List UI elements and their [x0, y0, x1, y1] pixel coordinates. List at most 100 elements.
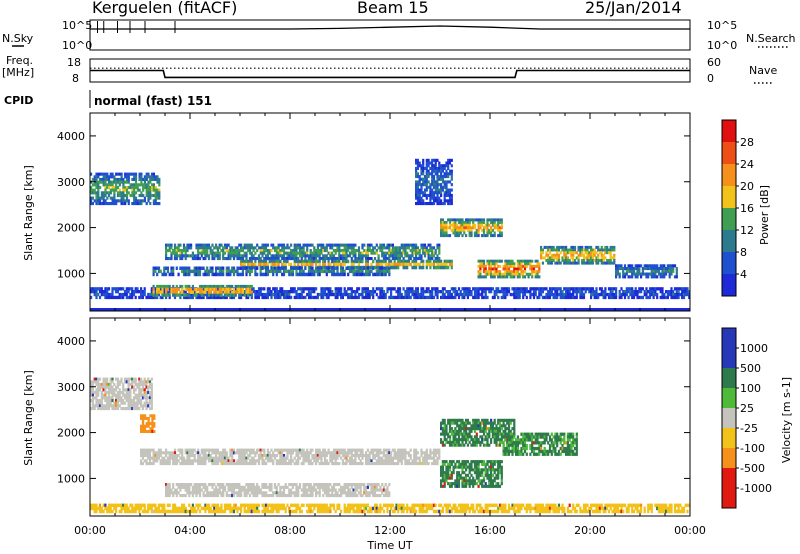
heatmap-cell: [209, 284, 212, 289]
heatmap-cell: [173, 246, 177, 250]
heatmap-cell: [275, 249, 278, 253]
heatmap-cell: [434, 172, 437, 176]
heatmap-cell: [188, 459, 191, 463]
heatmap-cell: [354, 251, 357, 255]
heatmap-cell: [334, 243, 337, 247]
heatmap-cell: [609, 259, 612, 262]
heatmap-cell: [511, 272, 514, 276]
heatmap-cell: [284, 462, 287, 466]
heatmap-cell: [382, 462, 386, 466]
heatmap-cell: [248, 272, 252, 277]
heatmap-cell: [238, 459, 241, 463]
heatmap-cell: [207, 295, 211, 300]
heatmap-cell: [345, 251, 348, 255]
heatmap-cell: [191, 459, 194, 463]
heatmap-cell: [368, 265, 371, 270]
heatmap-cell: [234, 290, 237, 294]
heatmap-cell: [588, 253, 591, 257]
heatmap-cell: [257, 295, 261, 300]
heatmap-cell: [448, 158, 452, 162]
heatmap-cell: [336, 448, 339, 452]
heatmap-cell: [152, 186, 155, 190]
heatmap-cell: [311, 287, 314, 291]
heatmap-cell: [473, 295, 477, 300]
heatmap-cell: [557, 287, 561, 291]
heatmap-cell: [631, 275, 634, 279]
heatmap-cell: [307, 262, 311, 267]
heatmap-cell: [363, 249, 366, 253]
heatmap-cell: [627, 264, 630, 268]
heatmap-cell: [675, 287, 678, 291]
heatmap-cell: [436, 456, 439, 460]
heatmap-cell: [475, 287, 478, 291]
freq-left-top: 18: [67, 56, 81, 69]
heatmap-cell: [591, 292, 594, 297]
heatmap-cell: [441, 226, 444, 230]
heatmap-cell: [354, 451, 357, 455]
heatmap-cell: [375, 243, 378, 247]
heatmap-cell: [154, 177, 157, 181]
heatmap-cell: [661, 287, 664, 291]
heatmap-cell: [457, 295, 461, 300]
heatmap-cell: [145, 382, 148, 386]
heatmap-cell: [165, 246, 168, 250]
heatmap-cell: [277, 290, 280, 294]
heatmap-cell: [318, 251, 321, 255]
heatmap-cell: [211, 251, 214, 255]
heatmap-cell: [647, 290, 650, 294]
heatmap-cell: [265, 454, 268, 458]
heatmap-cell: [345, 456, 348, 460]
heatmap-cell: [184, 290, 187, 294]
heatmap-cell: [427, 249, 430, 253]
heatmap-cell: [109, 292, 112, 297]
heatmap-cell: [263, 287, 266, 291]
heatmap-cell: [475, 228, 478, 232]
noise-series: [90, 21, 690, 33]
heatmap-cell: [418, 251, 421, 255]
heatmap-cell: [227, 249, 230, 253]
heatmap-cell: [406, 262, 409, 267]
heatmap-cell: [361, 287, 364, 291]
heatmap-cell: [475, 234, 478, 238]
heatmap-cell: [148, 454, 152, 458]
heatmap-cell: [427, 456, 430, 460]
heatmap-cell: [141, 295, 144, 300]
heatmap-cell: [347, 243, 350, 247]
heatmap-cell: [513, 275, 516, 279]
heatmap-cell: [202, 251, 205, 255]
heatmap-cell: [281, 249, 284, 253]
heatmap-cell: [107, 183, 111, 187]
heatmap-cell: [479, 221, 482, 224]
heatmap-cell: [493, 259, 496, 263]
heatmap-cell: [370, 292, 373, 297]
heatmap-cell: [148, 456, 152, 460]
heatmap-cell: [536, 264, 539, 268]
heatmap-cell: [436, 180, 439, 184]
heatmap-cell: [231, 456, 234, 460]
heatmap-cell: [536, 259, 539, 263]
heatmap-cell: [386, 251, 389, 255]
heatmap-cell: [238, 448, 241, 452]
heatmap-cell: [309, 290, 312, 294]
heatmap-cell: [511, 264, 514, 268]
heatmap-cell: [554, 256, 557, 260]
heatmap-cell: [463, 231, 466, 235]
heatmap-cell: [456, 292, 459, 297]
heatmap-cell: [495, 267, 498, 271]
heatmap-cell: [415, 175, 418, 179]
heatmap-cell: [225, 249, 228, 253]
heatmap-cell: [331, 451, 334, 455]
heatmap-cell: [277, 259, 280, 264]
heatmap-cell: [629, 287, 632, 291]
heatmap-cell: [570, 292, 573, 297]
heatmap-cell: [188, 488, 191, 492]
heatmap-cell: [313, 295, 316, 300]
heatmap-cell: [413, 290, 416, 294]
heatmap-cell: [600, 251, 603, 255]
heatmap-cell: [406, 254, 409, 258]
heatmap-cell: [436, 259, 439, 264]
heatmap-cell: [343, 251, 346, 255]
heatmap-cell: [434, 249, 437, 253]
heatmap-cell: [379, 292, 382, 297]
heatmap-cell: [125, 388, 128, 392]
